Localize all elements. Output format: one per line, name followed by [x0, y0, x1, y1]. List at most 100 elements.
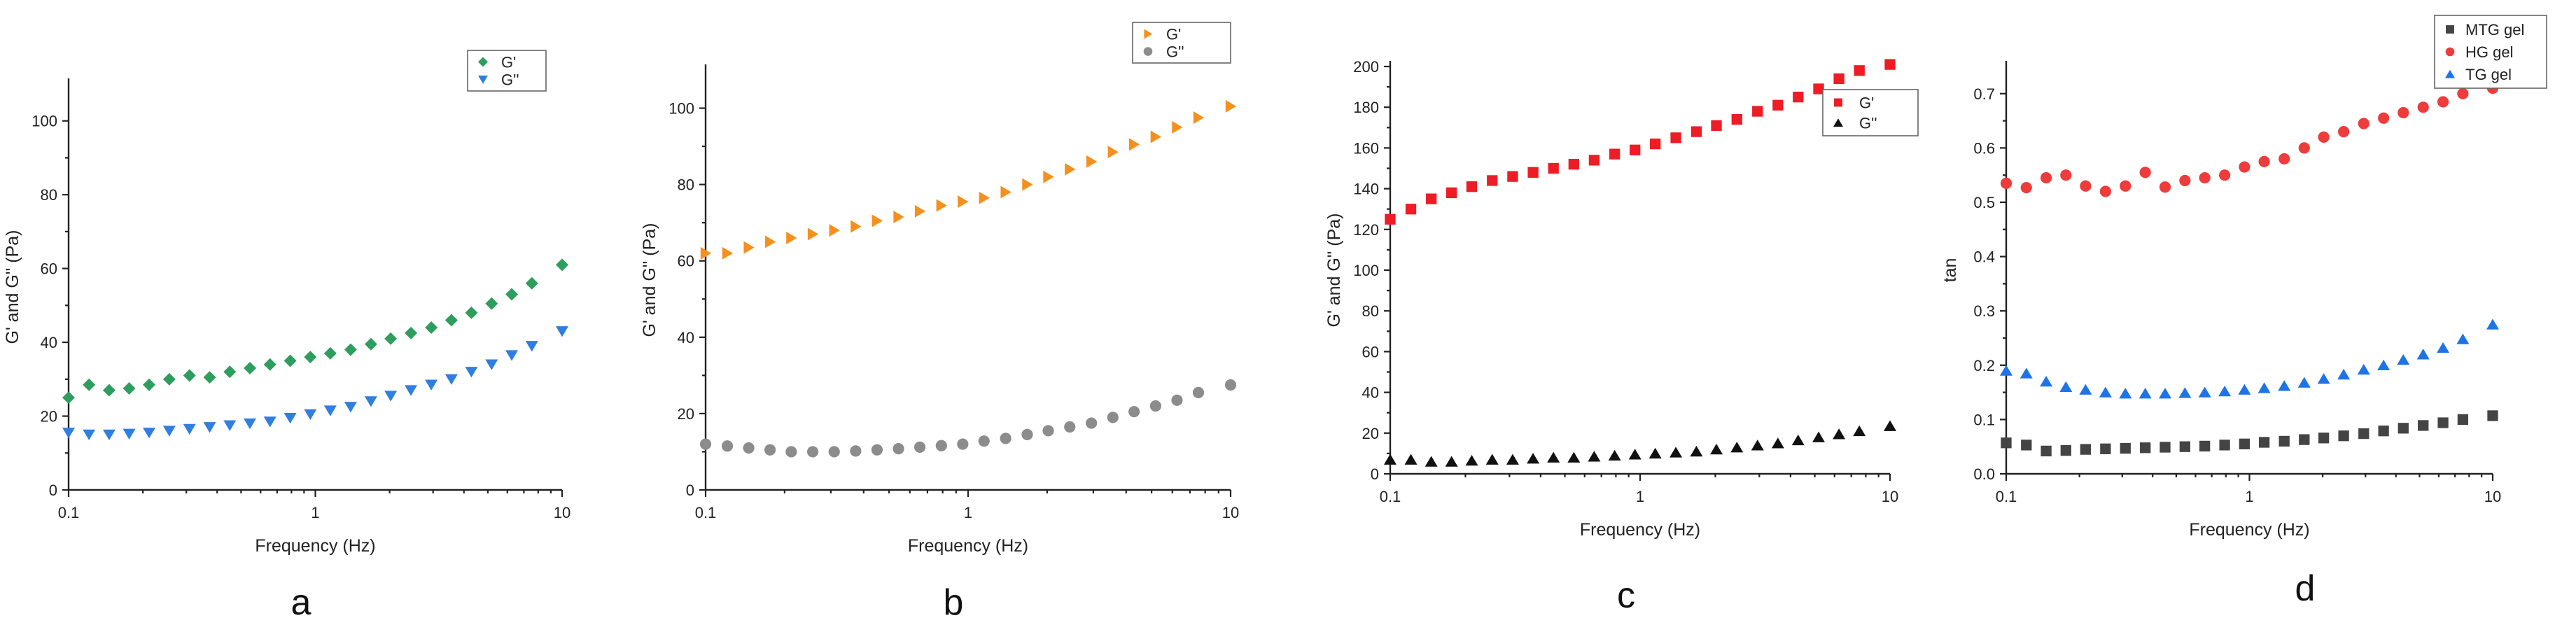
y-tick-label: 40 [678, 329, 694, 346]
data-point [162, 426, 176, 437]
data-point [2377, 359, 2390, 370]
data-point [1086, 417, 1098, 429]
y-tick-label: 20 [41, 408, 57, 426]
data-point [935, 440, 947, 451]
data-point [1630, 144, 1641, 155]
y-tick-label: 140 [1353, 181, 1379, 198]
legend-label: G'' [1859, 115, 1877, 132]
data-point [2199, 440, 2211, 452]
data-point [2417, 101, 2429, 113]
data-point [850, 445, 862, 457]
data-point [203, 422, 216, 433]
data-point [244, 418, 257, 430]
data-point [871, 444, 883, 456]
legend-label: G'' [1166, 43, 1184, 61]
data-point [936, 199, 947, 212]
data-point [764, 235, 776, 248]
x-tick-label: 10 [1882, 488, 1898, 505]
data-point [872, 214, 883, 227]
data-point [828, 446, 840, 458]
data-point [2358, 118, 2370, 129]
y-tick-label: 160 [1353, 139, 1379, 157]
data-point [1506, 454, 1519, 465]
legend-box [1822, 89, 1919, 136]
data-point [1690, 445, 1703, 457]
data-point [304, 351, 317, 364]
data-point [2158, 388, 2171, 399]
data-point [465, 306, 478, 319]
data-point [384, 332, 398, 345]
data-point [2437, 96, 2449, 108]
data-point [425, 379, 438, 391]
x-tick-label: 10 [2484, 488, 2501, 505]
data-point [1086, 155, 1098, 168]
data-point [2299, 434, 2310, 445]
data-point [1751, 440, 1764, 451]
data-point [1568, 159, 1579, 170]
data-point [244, 362, 257, 374]
data-point [1833, 73, 1844, 85]
data-point [384, 391, 398, 402]
data-point [1731, 114, 1742, 125]
data-point [2160, 442, 2171, 453]
data-point [444, 374, 458, 385]
series-g-double-prime [1384, 420, 1896, 467]
y-tick-label: 100 [1353, 262, 1379, 279]
data-point [2258, 155, 2270, 167]
legend-label: G'' [501, 71, 519, 89]
data-point [1021, 428, 1033, 441]
x-tick-label: 1 [311, 504, 319, 521]
data-point [444, 314, 458, 327]
legend-marker [478, 75, 488, 84]
data-point [2199, 171, 2211, 184]
data-point [505, 288, 519, 301]
data-point [764, 444, 776, 456]
data-point [2318, 131, 2330, 143]
data-point [323, 346, 337, 360]
data-point [485, 359, 498, 370]
data-point [2219, 440, 2230, 451]
data-point [525, 276, 538, 290]
data-point [284, 354, 297, 367]
data-point [2179, 174, 2191, 187]
data-point [143, 378, 156, 391]
data-point [1793, 92, 1804, 103]
data-point [2060, 169, 2072, 181]
data-point [2398, 423, 2409, 434]
data-point [62, 428, 75, 439]
data-point [1884, 420, 1896, 431]
y-tick-label: 80 [1362, 302, 1379, 320]
data-point [344, 402, 357, 413]
data-point [2000, 177, 2012, 189]
data-point [2020, 181, 2032, 194]
data-point [2120, 180, 2132, 192]
data-point [1426, 193, 1437, 204]
series-mtg-gel [2001, 410, 2498, 457]
y-tick-label: 100 [31, 113, 57, 130]
data-point [2278, 153, 2290, 165]
data-point [2318, 433, 2330, 444]
data-point [2178, 387, 2192, 398]
data-point [700, 246, 712, 260]
data-point [1752, 106, 1763, 117]
data-point [1527, 167, 1539, 178]
data-point [2079, 384, 2092, 395]
data-point [1445, 456, 1458, 467]
data-point [2060, 444, 2071, 456]
data-point [1446, 187, 1457, 199]
data-point [2080, 180, 2092, 192]
data-point [1150, 130, 1161, 143]
data-point [2040, 171, 2052, 184]
data-point [2278, 435, 2290, 447]
legend-label: TG gel [2465, 66, 2512, 83]
data-point [2378, 426, 2389, 437]
data-point [2258, 437, 2270, 448]
data-point [62, 391, 75, 405]
data-point [2258, 382, 2271, 393]
data-point [2218, 385, 2232, 397]
data-point [1171, 394, 1183, 406]
data-point [364, 337, 377, 351]
y-tick-label: 80 [41, 186, 57, 204]
data-point [1128, 138, 1140, 151]
data-point [2278, 380, 2291, 391]
